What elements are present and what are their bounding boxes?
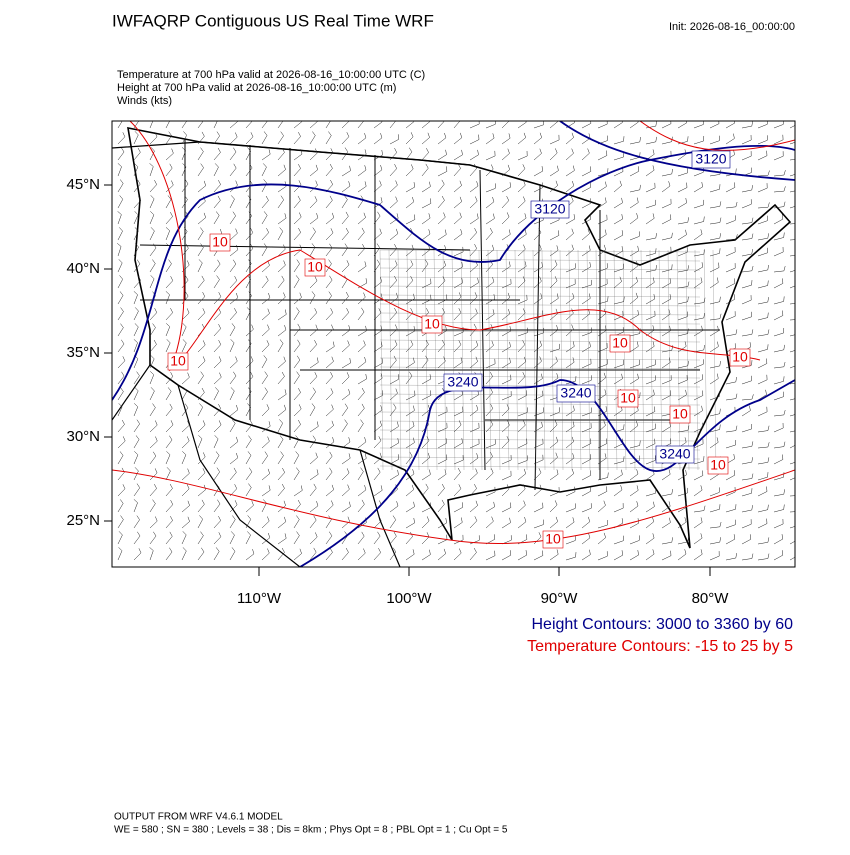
field-label: Winds (kts) [117,95,172,107]
field-label: Height at 700 hPa valid at 2026-08-16_10… [117,82,396,94]
height-label: 3120 [695,151,726,167]
height-label: 3240 [447,374,478,390]
height-contour [112,144,795,401]
label-box [609,334,631,353]
label-box [556,384,596,403]
lat-label: 45°N [66,176,100,193]
label-box [167,352,189,371]
lon-label: 80°W [692,590,730,607]
label-box [530,200,570,219]
temperature-label: 10 [612,335,628,351]
temperature-legend: Temperature Contours: -15 to 25 by 5 [527,638,793,655]
label-box [729,348,751,367]
label-box [542,530,564,549]
height-label: 3240 [659,446,690,462]
temperature-label: 10 [424,316,440,332]
temperature-label: 10 [672,406,688,422]
lon-label: 110°W [237,590,282,607]
height-contour [559,121,795,181]
temperature-label: 10 [170,353,186,369]
init-time: Init: 2026-08-16_00:00:00 [669,21,795,33]
wind-barbs [117,121,795,561]
map-body: 10 10 10 10 10 10 10 10 10 10 3120 3120 3240 3240 3240 [112,121,795,567]
field-label: Temperature at 700 hPa valid at 2026-08-… [117,69,425,81]
label-box [669,405,691,424]
temperature-label: 10 [620,390,636,406]
height-label: 3240 [560,385,591,401]
wind-barb [117,121,795,561]
borders [112,141,471,567]
label-box [304,258,326,277]
height-label: 3120 [534,201,565,217]
label-box [707,456,729,475]
label-box [691,150,731,169]
lat-label: 30°N [66,428,100,445]
footer: WE = 580 ; SN = 380 ; Levels = 38 ; Dis … [114,825,508,836]
lon-label: 100°W [386,590,432,607]
us-outline [127,126,792,549]
temperature-label: 10 [732,349,748,365]
height-legend: Height Contours: 3000 to 3360 by 60 [531,616,793,633]
label-box [209,233,231,252]
lat-label: 35°N [66,344,100,361]
temperature-label: 10 [212,234,228,250]
map-frame [111,120,796,568]
title: IWFAQRP Contiguous US Real Time WRF [112,11,434,30]
lon-label: 90°W [541,590,579,607]
county-grid [379,249,717,471]
map: 10 10 10 10 10 10 10 10 10 10 3120 3120 3240 3240 3240… [66,120,796,607]
temperature-label: 10 [710,457,726,473]
label-box [443,373,483,392]
label-box [617,389,639,408]
lat-label: 25°N [66,512,100,529]
temperature-label: 10 [545,531,561,547]
label-box [655,445,695,464]
temperature-label: 10 [307,259,323,275]
temperature-contour [112,121,795,545]
lat-label: 40°N [66,260,100,277]
county-lines [379,249,717,471]
label-box [421,315,443,334]
footer: OUTPUT FROM WRF V4.6.1 MODEL [114,812,283,823]
